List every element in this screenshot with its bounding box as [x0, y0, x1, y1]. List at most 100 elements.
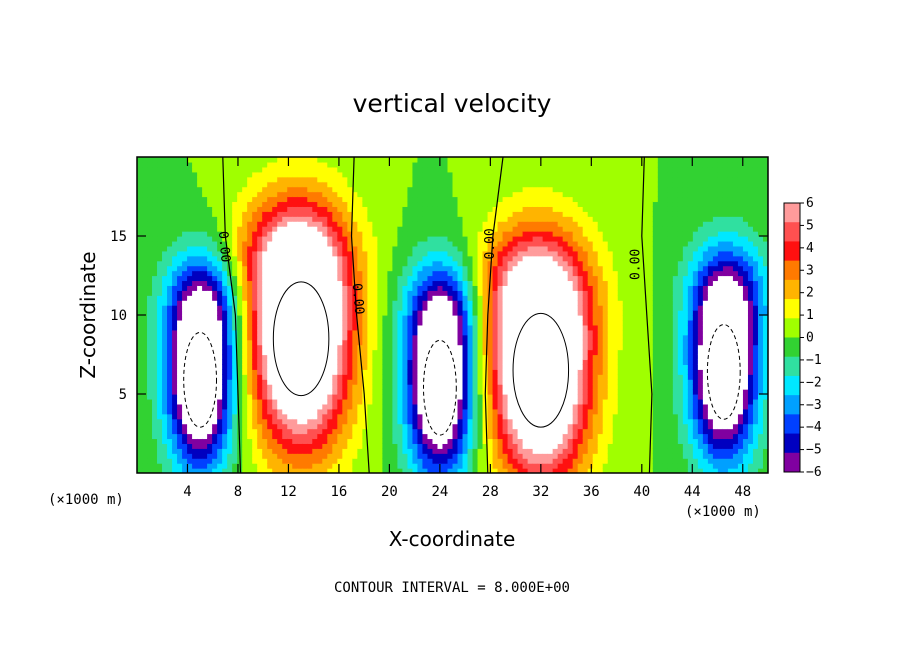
- heatmap-cell: [137, 364, 143, 370]
- heatmap-cell: [317, 408, 323, 415]
- heatmap-cell: [492, 157, 499, 163]
- heatmap-cell: [387, 290, 394, 296]
- heatmap-cell: [347, 344, 353, 351]
- heatmap-cell: [492, 181, 499, 188]
- heatmap-cell: [452, 305, 459, 311]
- heatmap-cell: [142, 186, 148, 193]
- heatmap-cell: [212, 216, 218, 222]
- heatmap-cell: [497, 186, 504, 193]
- heatmap-cell: [272, 364, 278, 370]
- heatmap-cell: [507, 206, 514, 212]
- heatmap-cell: [412, 354, 419, 361]
- heatmap-cell: [327, 443, 333, 449]
- heatmap-cell: [362, 295, 368, 301]
- heatmap-cell: [397, 329, 404, 336]
- heatmap-cell: [287, 226, 293, 232]
- heatmap-cell: [397, 394, 404, 400]
- heatmap-cell: [492, 236, 499, 242]
- heatmap-cell: [252, 265, 258, 272]
- heatmap-cell: [387, 315, 394, 321]
- heatmap-cell: [402, 418, 409, 425]
- heatmap-cell: [322, 270, 328, 277]
- heatmap-cell: [317, 265, 323, 272]
- heatmap-cell: [237, 250, 243, 257]
- heatmap-cell: [302, 403, 308, 410]
- heatmap-cell: [267, 305, 273, 311]
- heatmap-cell: [322, 231, 328, 237]
- heatmap-cell: [177, 369, 183, 375]
- heatmap-cell: [507, 379, 514, 385]
- heatmap-cell: [292, 463, 298, 469]
- heatmap-cell: [397, 423, 404, 430]
- heatmap-cell: [197, 334, 203, 341]
- heatmap-cell: [227, 171, 233, 178]
- heatmap-cell: [222, 171, 228, 178]
- heatmap-cell: [242, 369, 248, 375]
- heatmap-cell: [417, 359, 424, 365]
- heatmap-cell: [362, 255, 368, 262]
- heatmap-cell: [232, 428, 238, 435]
- heatmap-cell: [512, 423, 519, 430]
- heatmap-cell: [242, 231, 248, 237]
- heatmap-cell: [302, 300, 308, 306]
- heatmap-cell: [237, 161, 243, 168]
- heatmap-cell: [192, 423, 198, 430]
- heatmap-cell: [457, 344, 464, 351]
- heatmap-cell: [497, 305, 504, 311]
- heatmap-cell: [312, 245, 318, 252]
- heatmap-cell: [217, 319, 223, 326]
- heatmap-cell: [467, 394, 474, 400]
- heatmap-cell: [177, 176, 183, 183]
- heatmap-cell: [247, 255, 253, 262]
- heatmap-cell: [317, 413, 323, 420]
- heatmap-cell: [447, 433, 454, 440]
- heatmap-cell: [337, 181, 343, 188]
- heatmap-cell: [367, 305, 373, 311]
- heatmap-cell: [497, 319, 504, 326]
- heatmap-cell: [497, 285, 504, 291]
- heatmap-cell: [387, 250, 394, 257]
- heatmap-cell: [387, 413, 394, 420]
- heatmap-cell: [427, 250, 434, 257]
- heatmap-cell: [382, 236, 388, 242]
- heatmap-cell: [382, 423, 388, 430]
- heatmap-cell: [427, 468, 434, 473]
- heatmap-cell: [452, 186, 459, 193]
- heatmap-cell: [237, 181, 243, 188]
- heatmap-cell: [182, 339, 188, 346]
- heatmap-cell: [387, 201, 394, 207]
- heatmap-cell: [377, 349, 383, 356]
- heatmap-cell: [507, 339, 514, 346]
- heatmap-cell: [167, 398, 173, 405]
- heatmap-cell: [237, 379, 243, 385]
- heatmap-cell: [372, 161, 378, 168]
- heatmap-cell: [442, 211, 449, 217]
- heatmap-cell: [512, 458, 519, 464]
- heatmap-cell: [507, 186, 514, 193]
- heatmap-cell: [497, 166, 504, 173]
- heatmap-cell: [457, 398, 464, 405]
- heatmap-cell: [187, 166, 193, 173]
- heatmap-cell: [397, 403, 404, 410]
- heatmap-cell: [277, 349, 283, 356]
- heatmap-cell: [442, 265, 449, 272]
- heatmap-cell: [412, 231, 419, 237]
- heatmap-cell: [237, 245, 243, 252]
- heatmap-cell: [447, 364, 454, 370]
- heatmap-cell: [487, 231, 494, 237]
- heatmap-cell: [157, 408, 163, 415]
- heatmap-cell: [397, 344, 404, 351]
- heatmap-cell: [227, 374, 233, 380]
- heatmap-cell: [357, 369, 363, 375]
- heatmap-cell: [482, 275, 489, 282]
- heatmap-cell: [257, 324, 263, 331]
- heatmap-cell: [222, 305, 228, 311]
- heatmap-cell: [162, 250, 168, 257]
- heatmap-cell: [467, 300, 474, 306]
- heatmap-cell: [377, 413, 383, 420]
- heatmap-cell: [177, 453, 183, 459]
- heatmap-cell: [232, 166, 238, 173]
- heatmap-cell: [372, 157, 378, 163]
- heatmap-cell: [167, 250, 173, 257]
- heatmap-cell: [262, 349, 268, 356]
